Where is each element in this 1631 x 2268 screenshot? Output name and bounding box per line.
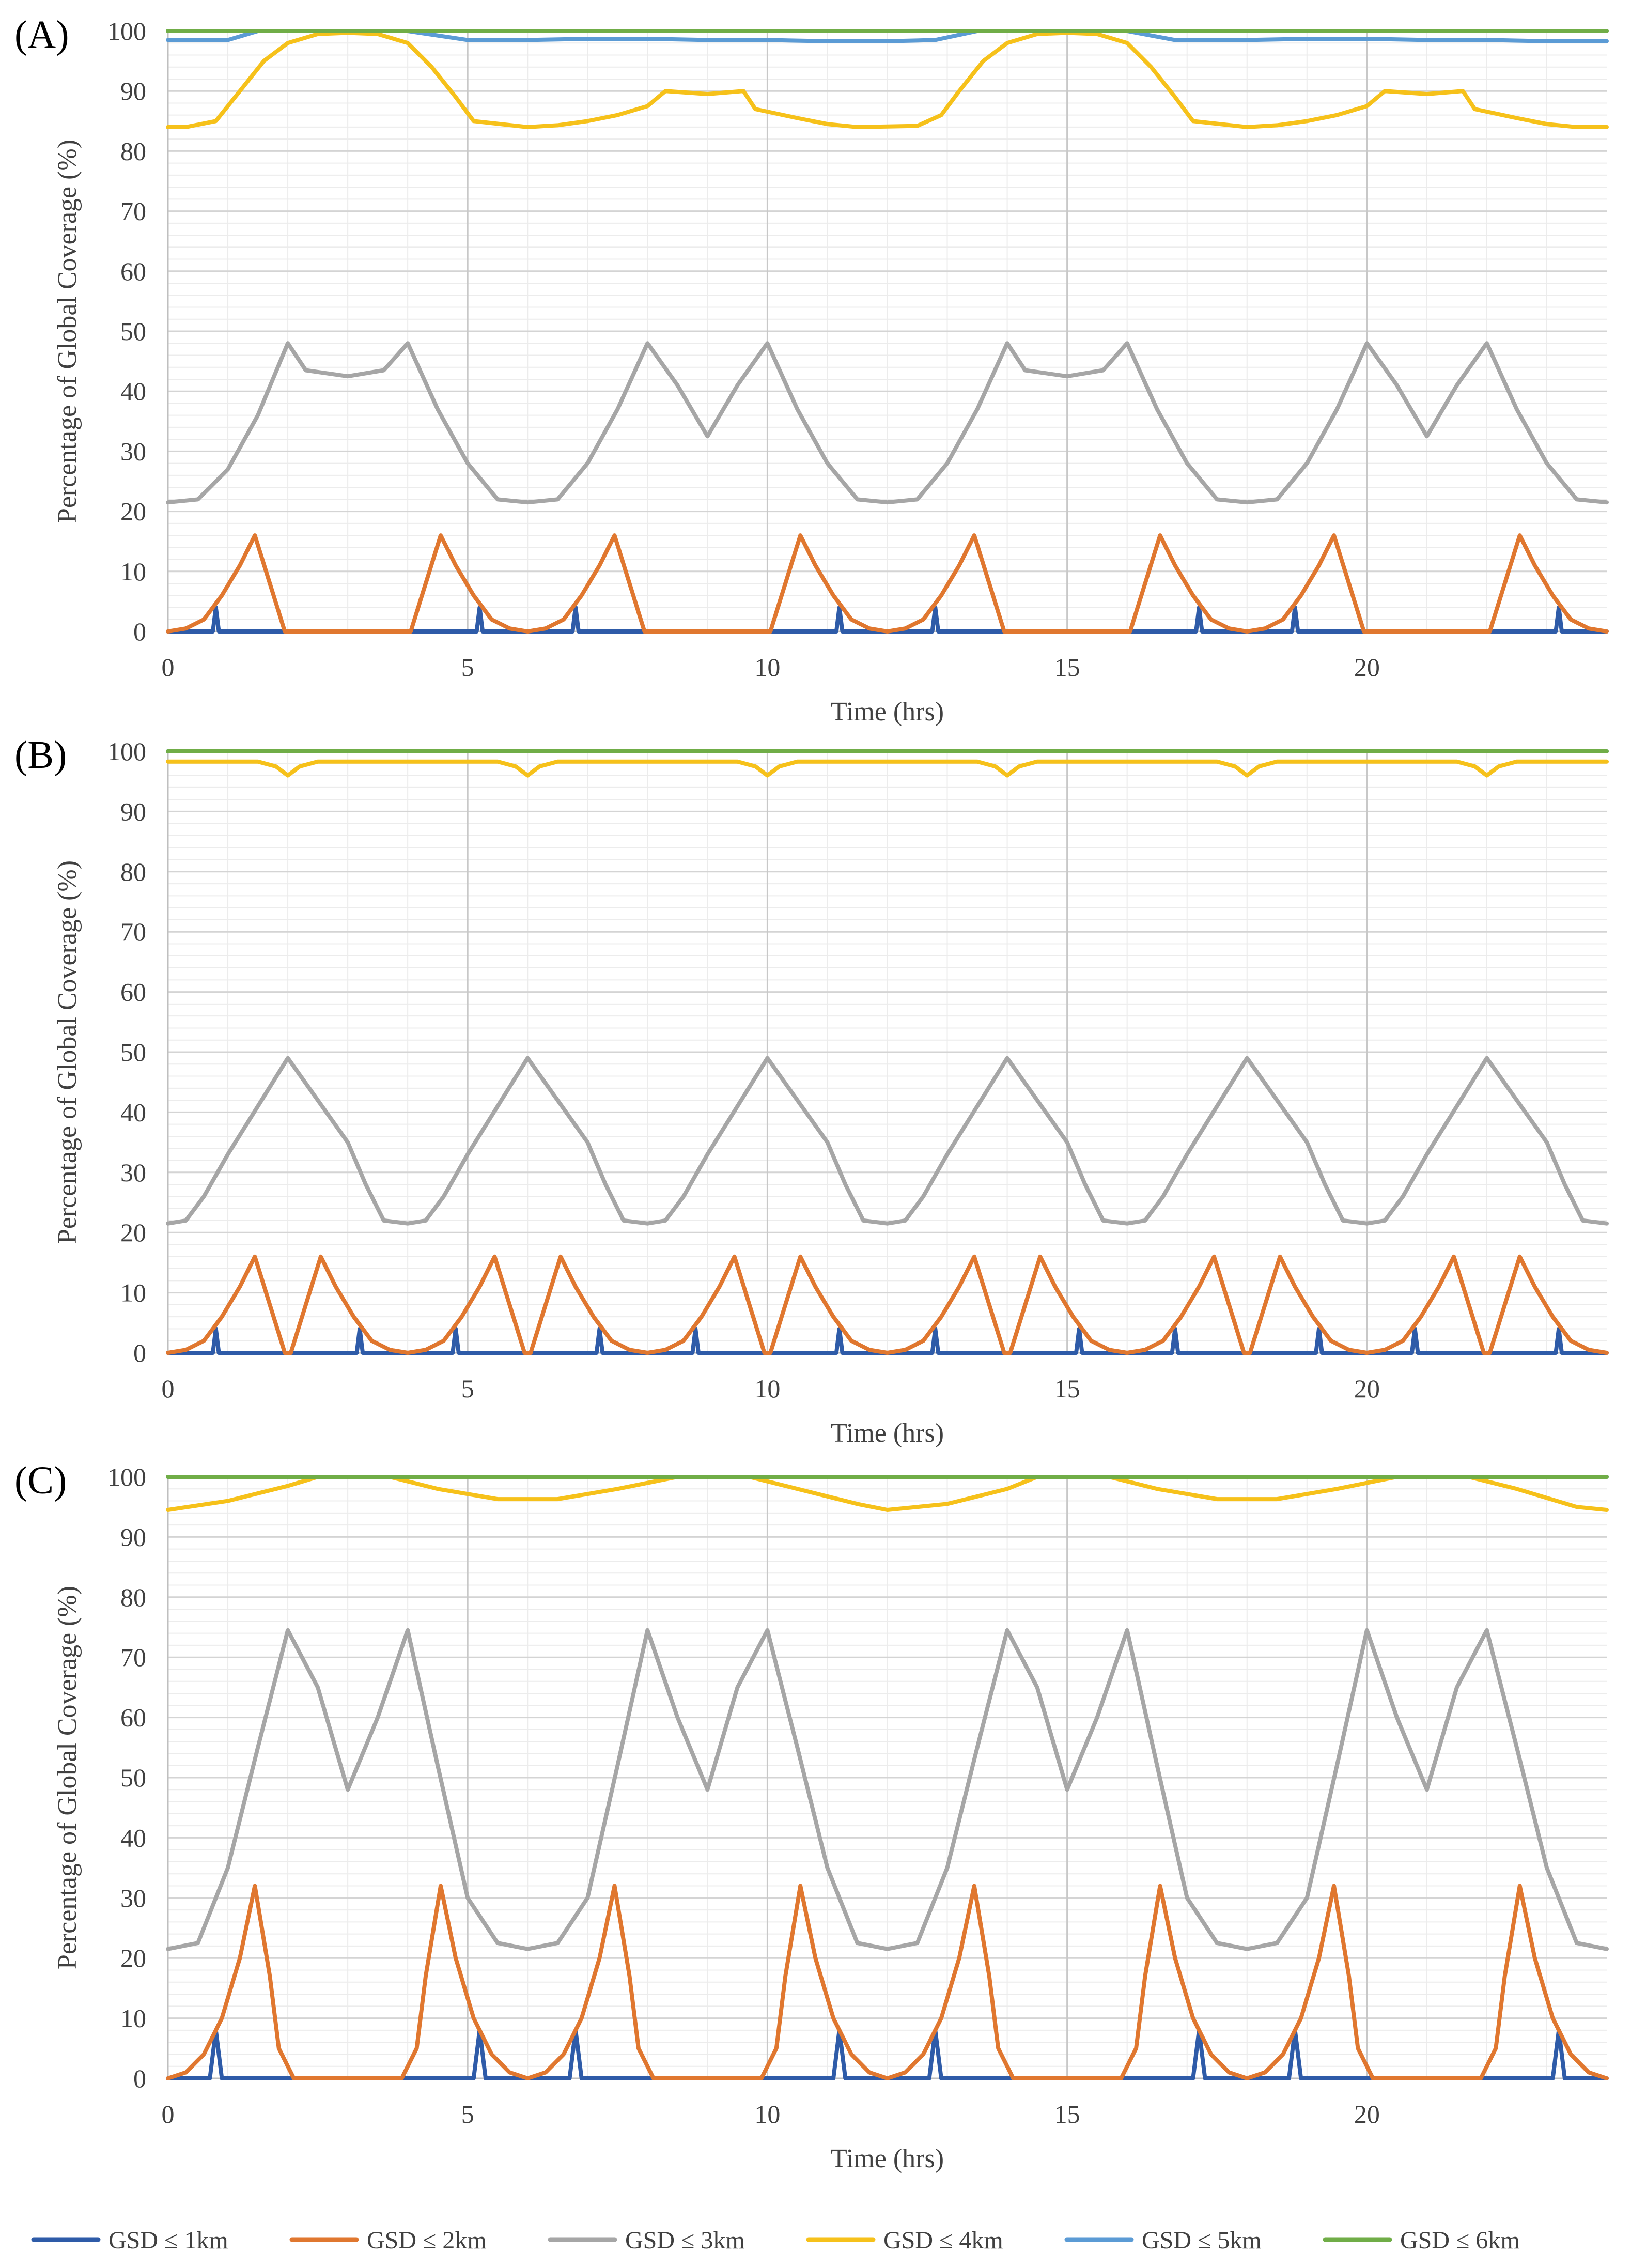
legend-label: GSD ≤ 1km [108, 2227, 228, 2254]
y-axis-title: Percentage of Global Coverage (%) [53, 140, 82, 523]
legend-item: GSD ≤ 1km [31, 2227, 228, 2254]
y-tick-label: 60 [120, 257, 146, 286]
y-tick-label: 70 [120, 917, 146, 946]
y-tick-label: 90 [120, 797, 146, 826]
y-tick-label: 80 [120, 1583, 146, 1612]
y-tick-label: 80 [120, 136, 146, 165]
x-tick-label: 15 [1054, 1374, 1080, 1403]
series-line-gsd-3km [166, 1628, 1609, 1951]
chart-panel-2: 0 10 20 30 40 50 60 70 80 90 100 0 5 10 15 20 Time (hrs)… [14, 733, 1609, 1448]
series-line-gsd-2km [166, 533, 1609, 634]
chart-panel-1: 0 10 20 30 40 50 60 70 80 90 100 0 5 10 15 20 Time (hrs)… [14, 13, 1609, 727]
x-tick-label: 5 [461, 1374, 474, 1403]
x-axis-title: Time (hrs) [831, 1418, 944, 1448]
x-tick-label: 20 [1354, 653, 1380, 682]
y-tick-label: 50 [120, 1763, 146, 1792]
series-line-gsd-3km [166, 1056, 1609, 1226]
x-tick-label: 5 [461, 2100, 474, 2128]
x-tick-label: 15 [1054, 2100, 1080, 2128]
y-axis-title: Percentage of Global Coverage (%) [53, 860, 82, 1244]
panel-label: (B) [14, 733, 67, 777]
y-tick-label: 100 [107, 1462, 146, 1491]
legend-item: GSD ≤ 3km [548, 2227, 745, 2254]
y-tick-label: 60 [120, 1703, 146, 1732]
y-tick-label: 30 [120, 1158, 146, 1187]
y-tick-label: 0 [133, 2064, 146, 2093]
legend-label: GSD ≤ 3km [625, 2227, 745, 2254]
y-tick-label: 10 [120, 557, 146, 586]
legend-item: GSD ≤ 6km [1323, 2227, 1520, 2254]
y-tick-label: 100 [107, 737, 146, 766]
legend-label: GSD ≤ 4km [883, 2227, 1003, 2254]
x-axis-title: Time (hrs) [831, 2144, 944, 2173]
y-tick-label: 0 [133, 617, 146, 646]
x-axis-title: Time (hrs) [831, 697, 944, 727]
y-tick-label: 20 [120, 497, 146, 526]
x-tick-label: 0 [162, 653, 175, 682]
y-tick-label: 10 [120, 1278, 146, 1307]
legend-label: GSD ≤ 6km [1400, 2227, 1520, 2254]
series-line-gsd-3km [166, 341, 1609, 505]
legend-label: GSD ≤ 5km [1142, 2227, 1262, 2254]
x-tick-label: 10 [754, 653, 780, 682]
panel-label: (C) [14, 1459, 67, 1502]
y-tick-label: 40 [120, 1098, 146, 1127]
y-tick-label: 20 [120, 1943, 146, 1972]
y-tick-label: 10 [120, 2004, 146, 2033]
y-tick-label: 0 [133, 1338, 146, 1367]
y-tick-label: 40 [120, 1823, 146, 1852]
x-tick-label: 20 [1354, 1374, 1380, 1403]
y-tick-label: 80 [120, 857, 146, 886]
series-line-gsd-2km [166, 1254, 1609, 1355]
y-tick-label: 30 [120, 1884, 146, 1912]
x-tick-label: 0 [162, 2100, 175, 2128]
y-tick-label: 20 [120, 1218, 146, 1247]
legend: GSD ≤ 1km GSD ≤ 2km GSD ≤ 3km GSD ≤ 4km GSD … [31, 2227, 1520, 2254]
legend-item: GSD ≤ 4km [806, 2227, 1003, 2254]
series-line-gsd-5km [166, 29, 1609, 43]
x-tick-label: 10 [754, 1374, 780, 1403]
chart-panel-3: 0 10 20 30 40 50 60 70 80 90 100 0 5 10 15 20 Time (hrs)… [14, 1459, 1609, 2173]
y-tick-label: 40 [120, 377, 146, 406]
y-tick-label: 100 [107, 17, 146, 45]
series-line-gsd-4km [166, 759, 1609, 778]
x-tick-label: 20 [1354, 2100, 1380, 2128]
y-tick-label: 70 [120, 197, 146, 226]
legend-item: GSD ≤ 5km [1064, 2227, 1262, 2254]
y-tick-label: 50 [120, 1038, 146, 1067]
series-line-gsd-4km [166, 30, 1609, 129]
y-tick-label: 90 [120, 1522, 146, 1551]
x-tick-label: 15 [1054, 653, 1080, 682]
y-axis-title: Percentage of Global Coverage (%) [53, 1586, 82, 1969]
legend-item: GSD ≤ 2km [289, 2227, 487, 2254]
y-tick-label: 90 [120, 76, 146, 105]
series-line-gsd-4km [166, 1475, 1609, 1512]
x-tick-label: 0 [162, 1374, 175, 1403]
y-tick-label: 50 [120, 317, 146, 346]
y-tick-label: 30 [120, 437, 146, 466]
y-tick-label: 60 [120, 978, 146, 1007]
panel-label: (A) [14, 13, 69, 56]
series-line-gsd-2km [166, 1884, 1609, 2080]
y-tick-label: 70 [120, 1643, 146, 1672]
x-tick-label: 10 [754, 2100, 780, 2128]
x-tick-label: 5 [461, 653, 474, 682]
legend-label: GSD ≤ 2km [367, 2227, 487, 2254]
